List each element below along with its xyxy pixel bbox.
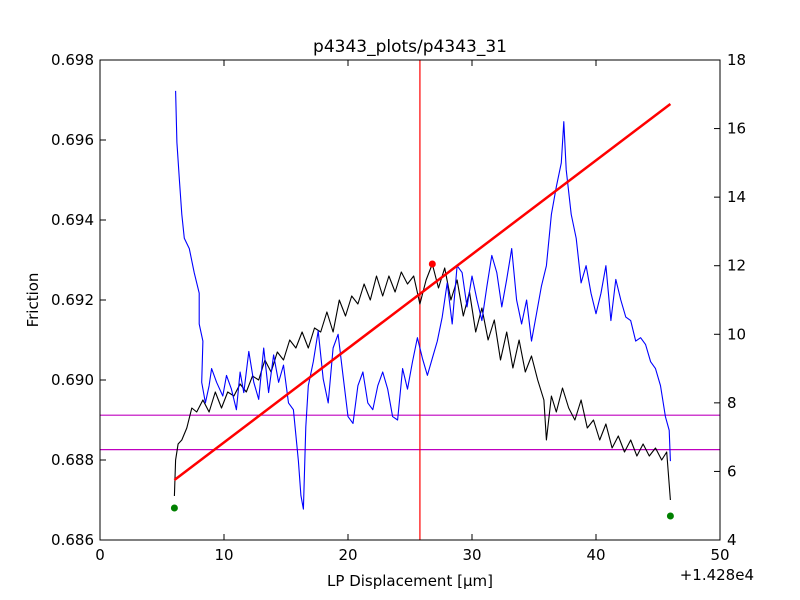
plot-area: [100, 60, 720, 540]
y-tick-label: 0.690: [51, 371, 94, 389]
x-axis-offset-label: +1.428e4: [680, 566, 754, 584]
series-friction-line: [173, 263, 671, 501]
y2-tick-label: 14: [727, 188, 746, 206]
y-tick-label: 0.698: [51, 51, 94, 69]
x-axis-label: LP Displacement [μm]: [327, 572, 493, 590]
x-tick-label: 10: [214, 546, 233, 564]
y2-tick-label: 4: [727, 531, 737, 549]
x-tick-label: 20: [338, 546, 357, 564]
x-tick-label: 50: [710, 546, 729, 564]
y-tick-label: 0.692: [51, 291, 94, 309]
tick-labels: 0 10 20 30 40 50 0.686 0.688 0.690 0.692 0.694 0.69…: [51, 51, 746, 564]
y-tick-label: 0.694: [51, 211, 94, 229]
peak-marker: [428, 260, 436, 268]
tick-marks: [99, 59, 721, 541]
series-secondary-line: [175, 90, 671, 510]
y-tick-label: 0.686: [51, 531, 94, 549]
y-axis-label: Friction: [24, 273, 42, 328]
y-tick-label: 0.696: [51, 131, 94, 149]
y2-tick-label: 18: [727, 51, 746, 69]
x-tick-label: 30: [462, 546, 481, 564]
series-fit-line: [173, 103, 672, 481]
endpoint-marker-1: [170, 504, 178, 512]
y2-tick-label: 10: [727, 325, 746, 343]
endpoint-marker-2: [666, 512, 674, 520]
x-tick-label: 40: [586, 546, 605, 564]
y2-tick-label: 12: [727, 257, 746, 275]
y2-tick-label: 6: [727, 462, 737, 480]
y2-tick-label: 16: [727, 120, 746, 138]
x-tick-label: 0: [95, 546, 105, 564]
y-tick-label: 0.688: [51, 451, 94, 469]
chart-title: p4343_plots/p4343_31: [313, 37, 507, 57]
y2-tick-label: 8: [727, 394, 737, 412]
